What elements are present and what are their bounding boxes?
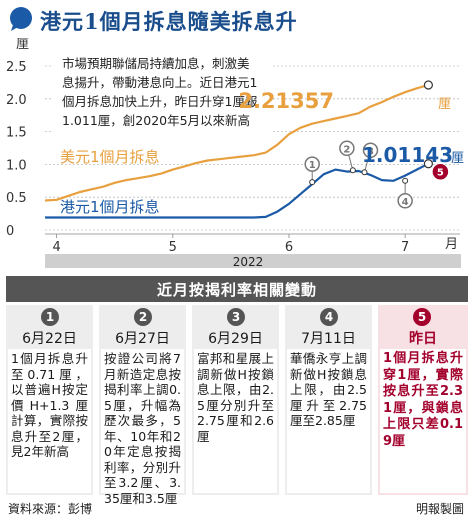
x-axis-year-band — [45, 254, 461, 268]
event-description: 1個月拆息升穿1厘，實際按息升至2.31厘，與鎖息上限只差0.19厘 — [380, 349, 466, 493]
x-tick-label: 5 — [169, 240, 177, 255]
event-column-4: 4 7月11日 華僑永亨上調新做H按鎖息上限，由2.5厘升至2.75厘至2.85… — [285, 305, 372, 495]
event-marker-5 — [432, 163, 449, 180]
usd-end-point — [423, 80, 433, 90]
event-marker-label: 1 — [309, 160, 316, 171]
y-tick-label: 0.5 — [6, 191, 27, 206]
title-bar: 港元1個月拆息隨美拆息升 — [0, 0, 474, 38]
event-description: 1個月拆息升至0.71厘，以普遍H按定價H+1.3厘計算，實際按息升至2厘，見2… — [8, 349, 91, 493]
annotation-line-3: 個月拆息加快上升，昨日升穿1厘報 — [62, 94, 258, 109]
x-tick-label: 6 — [285, 240, 293, 255]
speech-bubble-icon — [10, 7, 32, 31]
y-tick-label: 1.0 — [6, 158, 27, 173]
annotation-line-1: 市場預期聯儲局持續加息，刺激美 — [62, 56, 250, 71]
x-axis-unit-label: 月 — [445, 237, 458, 252]
event-date: 昨日 — [409, 331, 437, 347]
event-description: 華僑永亨上調新做H按鎖息上限，由2.5厘升至2.75厘至2.85厘 — [287, 349, 370, 493]
event-marker-label: 5 — [437, 168, 444, 179]
event-point — [361, 169, 368, 176]
usd-series-line — [44, 83, 429, 202]
chart-title: 港元1個月拆息隨美拆息升 — [40, 9, 298, 34]
event-marker-label: 3 — [367, 146, 374, 157]
event-point — [349, 167, 356, 174]
event-marker-4 — [397, 193, 413, 209]
table-header: 近月按揭利率相關變動 — [6, 276, 468, 302]
usd-end-unit-label: 厘 — [438, 97, 451, 112]
x-tick-label: 4 — [52, 240, 60, 255]
event-date: 7月11日 — [301, 331, 356, 347]
y-axis-unit-label: 厘 — [16, 38, 29, 52]
annotation-line-4: 1.011厘，創2020年5月以來新高 — [62, 113, 250, 128]
event-description: 按證公司將7月新造定息按揭利率上調0.5厘，升幅為歷次最多，5年、10年和20年… — [101, 349, 184, 506]
x-tick-label: 7 — [401, 240, 409, 255]
event-markers: 1 2 3 4 5 — [304, 140, 449, 209]
event-marker-2 — [339, 140, 355, 157]
event-column-5: 5 昨日 1個月拆息升穿1厘，實際按息升至2.31厘，與鎖息上限只差0.19厘 — [378, 305, 468, 495]
hkd-end-value-label: 1.01143 — [362, 143, 453, 167]
hkd-end-unit-label: 厘 — [451, 151, 464, 166]
event-number-badge: 4 — [320, 308, 338, 326]
usd-series-label: 美元1個月拆息 — [60, 148, 160, 166]
event-point — [309, 179, 316, 186]
x-axis-year-label: 2022 — [233, 255, 264, 269]
event-date: 6月29日 — [208, 331, 263, 347]
line-chart: 0 0.5 1.0 1.5 2.0 2.5 厘 1 2 3 4 5 市場預期聯儲局持續加息，刺激美… — [6, 38, 464, 269]
event-number-badge: 2 — [134, 308, 152, 326]
y-tick-label: 1.5 — [6, 126, 27, 141]
annotation-line-2: 息揚升，帶動港息向上。近日港元1 — [62, 75, 257, 90]
event-date: 6月27日 — [115, 331, 170, 347]
event-marker-label: 2 — [343, 144, 350, 155]
y-axis-ticks: 0 0.5 1.0 1.5 2.0 2.5 — [6, 60, 27, 239]
event-number-badge: 5 — [413, 308, 431, 326]
event-date: 6月22日 — [22, 331, 77, 347]
y-tick-label: 2.0 — [6, 93, 27, 108]
event-marker-label: 4 — [402, 197, 409, 208]
event-number-badge: 1 — [41, 308, 59, 326]
event-column-2: 2 6月27日 按證公司將7月新造定息按揭利率上調0.5厘，升幅為歷次最多，5年… — [99, 305, 186, 506]
hkd-end-point — [423, 159, 433, 169]
annotation-box: 市場預期聯儲局持續加息，刺激美 息揚升，帶動港息向上。近日港元1 個月拆息加快上… — [52, 54, 272, 132]
event-column-3: 3 6月29日 富邦和星展上調新做H按鎖息上限，由2.5厘分別升至2.75厘和2… — [192, 305, 279, 495]
graphic-credit: 明報製圖 — [415, 502, 464, 516]
event-marker-1 — [304, 156, 320, 172]
y-tick-label: 0 — [6, 224, 14, 239]
y-tick-label: 2.5 — [6, 60, 27, 75]
event-column-1: 1 6月22日 1個月拆息升至0.71厘，以普遍H按定價H+1.3厘計算，實際按… — [6, 305, 93, 495]
event-point — [402, 177, 409, 184]
event-number-badge: 3 — [227, 308, 245, 326]
hkd-series-label: 港元1個月拆息 — [60, 198, 160, 216]
source-note: 資料來源：彭博 — [8, 502, 93, 516]
usd-end-value-label: 2.21357 — [238, 89, 334, 113]
event-marker-3 — [362, 142, 379, 159]
x-axis-ticks: 4 5 6 7 — [45, 233, 460, 255]
event-description: 富邦和星展上調新做H按鎖息上限，由2.5厘分別升至2.75厘和2.6厘 — [194, 349, 277, 493]
